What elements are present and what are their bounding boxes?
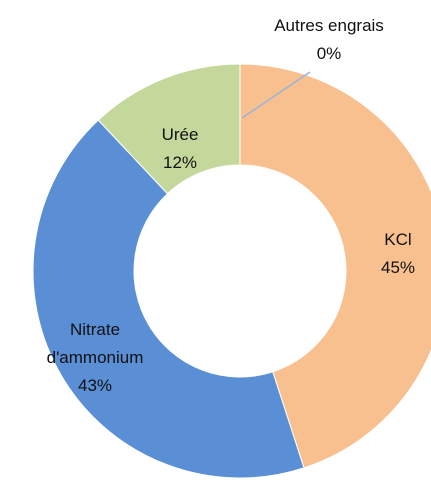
slice-label: Autres engrais 0% bbox=[249, 12, 409, 68]
slice-label: Nitrate d'ammonium 43% bbox=[30, 316, 160, 400]
slice-label: Urée 12% bbox=[140, 121, 220, 177]
donut-slice bbox=[32, 119, 305, 479]
category-label: KCl bbox=[384, 230, 412, 249]
slice-label: KCl 45% bbox=[368, 226, 428, 282]
leader-line bbox=[241, 71, 311, 119]
category-label: Urée bbox=[161, 125, 199, 144]
category-label: Nitrate d'ammonium bbox=[46, 320, 144, 367]
category-label: Autres engrais bbox=[274, 16, 384, 35]
value-label: 0% bbox=[316, 44, 342, 63]
donut-slice bbox=[239, 63, 431, 469]
value-label: 43% bbox=[77, 376, 113, 395]
value-label: 45% bbox=[380, 258, 416, 277]
value-label: 12% bbox=[162, 153, 198, 172]
donut-slice bbox=[97, 63, 241, 195]
